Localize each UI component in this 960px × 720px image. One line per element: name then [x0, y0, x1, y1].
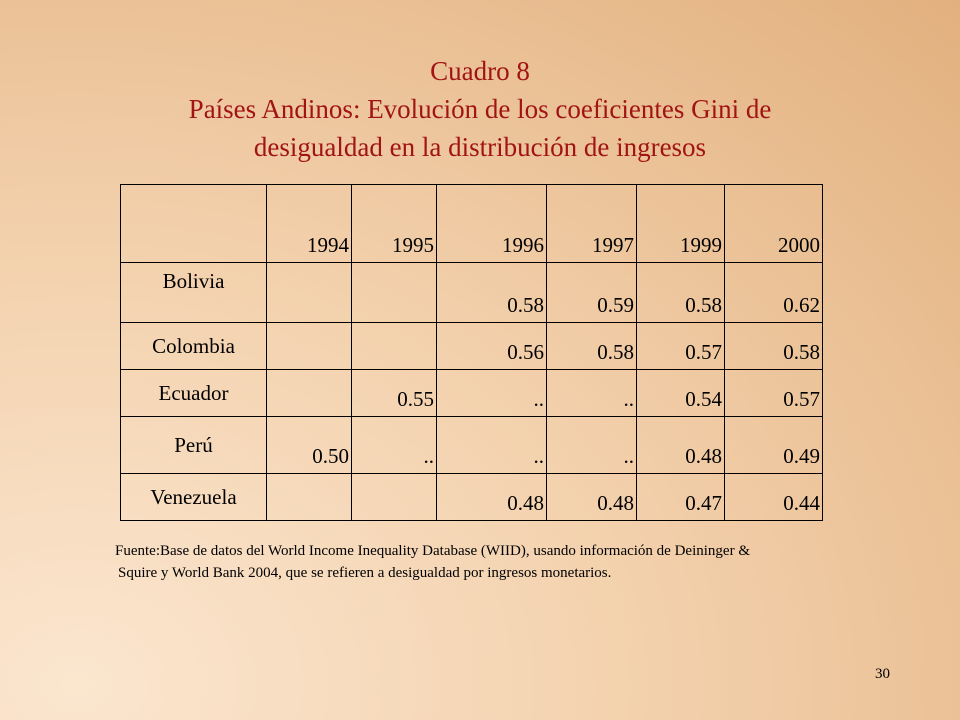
table-cell: 0.55	[351, 369, 437, 417]
table-row: Ecuador 0.55 .. .. 0.54 0.57	[120, 369, 823, 417]
table-cell: 0.57	[724, 369, 823, 417]
source-note: Fuente:Base de datos del World Income In…	[115, 540, 935, 584]
table-cell: 0.48	[546, 473, 637, 521]
source-line-1: Fuente:Base de datos del World Income In…	[115, 543, 750, 559]
table-cell	[266, 262, 352, 323]
table-cell: 0.58	[724, 322, 823, 370]
table-row: Perú 0.50 .. .. .. 0.48 0.49	[120, 416, 823, 474]
table-cell: ..	[436, 369, 547, 417]
table-cell: ..	[546, 416, 637, 474]
table-cell	[266, 369, 352, 417]
table-cell: 0.54	[636, 369, 725, 417]
column-header: 1994	[266, 184, 352, 263]
table-corner-cell	[120, 184, 267, 263]
row-country: Colombia	[120, 322, 267, 370]
table-cell: 0.49	[724, 416, 823, 474]
page-number: 30	[875, 666, 890, 682]
table-cell: ..	[436, 416, 547, 474]
table-cell: 0.48	[636, 416, 725, 474]
title-line-2: Países Andinos: Evolución de los coefici…	[188, 94, 772, 124]
source-line-2: Squire y World Bank 2004, que se refiere…	[118, 565, 612, 581]
table-row: Colombia 0.56 0.58 0.57 0.58	[120, 322, 823, 370]
table-row: Bolivia 0.58 0.59 0.58 0.62	[120, 262, 823, 323]
table-cell: 0.58	[636, 262, 725, 323]
gini-table: 1994 1995 1996 1997 1999 2000 Bolivia 0.…	[120, 184, 823, 521]
column-header: 1999	[636, 184, 725, 263]
row-country: Venezuela	[120, 473, 267, 521]
table-cell: 0.47	[636, 473, 725, 521]
table-cell: 0.57	[636, 322, 725, 370]
table-cell: 0.62	[724, 262, 823, 323]
table-cell: 0.50	[266, 416, 352, 474]
column-header: 2000	[724, 184, 823, 263]
table-cell	[351, 262, 437, 323]
table-cell: 0.44	[724, 473, 823, 521]
row-country: Ecuador	[120, 369, 267, 417]
table-cell: 0.58	[436, 262, 547, 323]
table-cell	[266, 473, 352, 521]
title-line-3: desigualdad en la distribución de ingres…	[253, 132, 707, 162]
slide-title: Cuadro 8 Países Andinos: Evolución de lo…	[80, 52, 880, 166]
table-header-row: 1994 1995 1996 1997 1999 2000	[120, 184, 823, 263]
table-cell: 0.58	[546, 322, 637, 370]
column-header: 1997	[546, 184, 637, 263]
row-country: Perú	[120, 416, 267, 474]
table-cell: ..	[546, 369, 637, 417]
table-row: Venezuela 0.48 0.48 0.47 0.44	[120, 473, 823, 521]
column-header: 1995	[351, 184, 437, 263]
table-cell	[351, 473, 437, 521]
title-line-1: Cuadro 8	[430, 56, 530, 86]
table-cell: 0.48	[436, 473, 547, 521]
table-cell	[351, 322, 437, 370]
table-cell: ..	[351, 416, 437, 474]
table-cell: 0.56	[436, 322, 547, 370]
row-country: Bolivia	[120, 262, 267, 323]
column-header: 1996	[436, 184, 547, 263]
table-cell	[266, 322, 352, 370]
table-cell: 0.59	[546, 262, 637, 323]
